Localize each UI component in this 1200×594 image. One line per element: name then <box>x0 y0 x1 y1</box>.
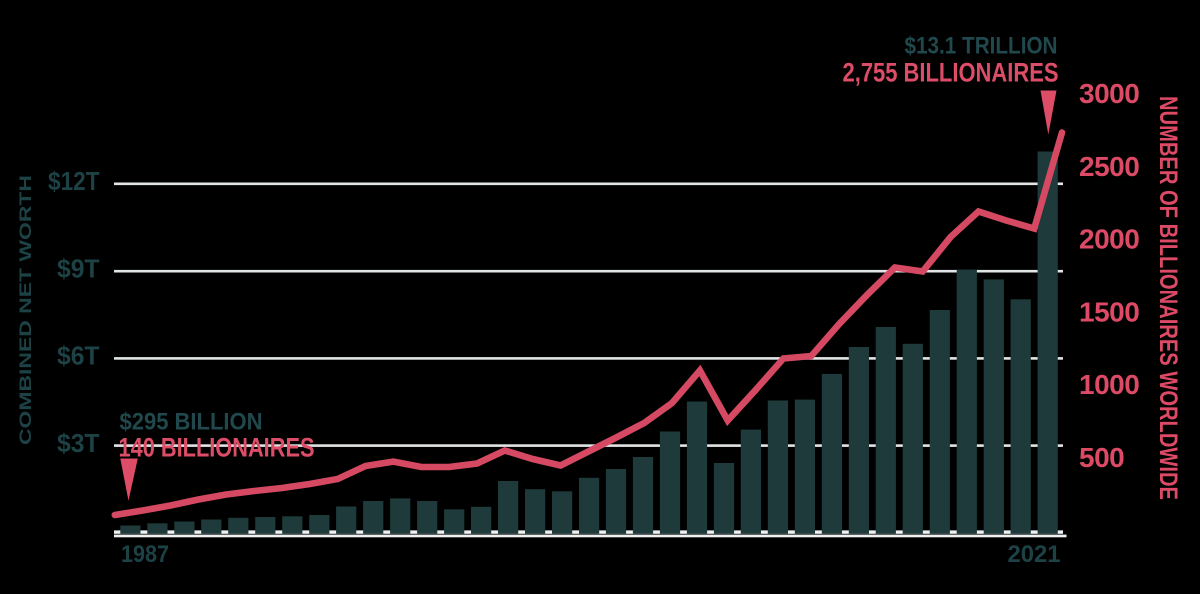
svg-text:COMBINED NET WORTH: COMBINED NET WORTH <box>16 175 35 445</box>
svg-text:2,755 BILLIONAIRES: 2,755 BILLIONAIRES <box>843 58 1059 88</box>
svg-text:2500: 2500 <box>1079 151 1139 182</box>
svg-text:$9T: $9T <box>57 253 100 283</box>
svg-text:2000: 2000 <box>1079 224 1139 255</box>
svg-text:500: 500 <box>1079 442 1124 473</box>
svg-text:NUMBER OF BILLIONAIRES WORLDWI: NUMBER OF BILLIONAIRES WORLDWIDE <box>1154 96 1182 500</box>
svg-text:2021: 2021 <box>1008 541 1061 568</box>
svg-text:140 BILLIONAIRES: 140 BILLIONAIRES <box>119 433 315 463</box>
svg-text:1500: 1500 <box>1079 296 1139 327</box>
svg-text:$295 BILLION: $295 BILLION <box>120 409 263 436</box>
svg-text:$12T: $12T <box>48 166 100 196</box>
svg-text:$3T: $3T <box>57 428 100 458</box>
svg-text:1000: 1000 <box>1079 369 1139 400</box>
svg-text:$13.1 TRILLION: $13.1 TRILLION <box>905 33 1058 60</box>
svg-text:$6T: $6T <box>57 341 100 371</box>
svg-text:3000: 3000 <box>1079 78 1139 109</box>
svg-text:1987: 1987 <box>121 541 169 568</box>
